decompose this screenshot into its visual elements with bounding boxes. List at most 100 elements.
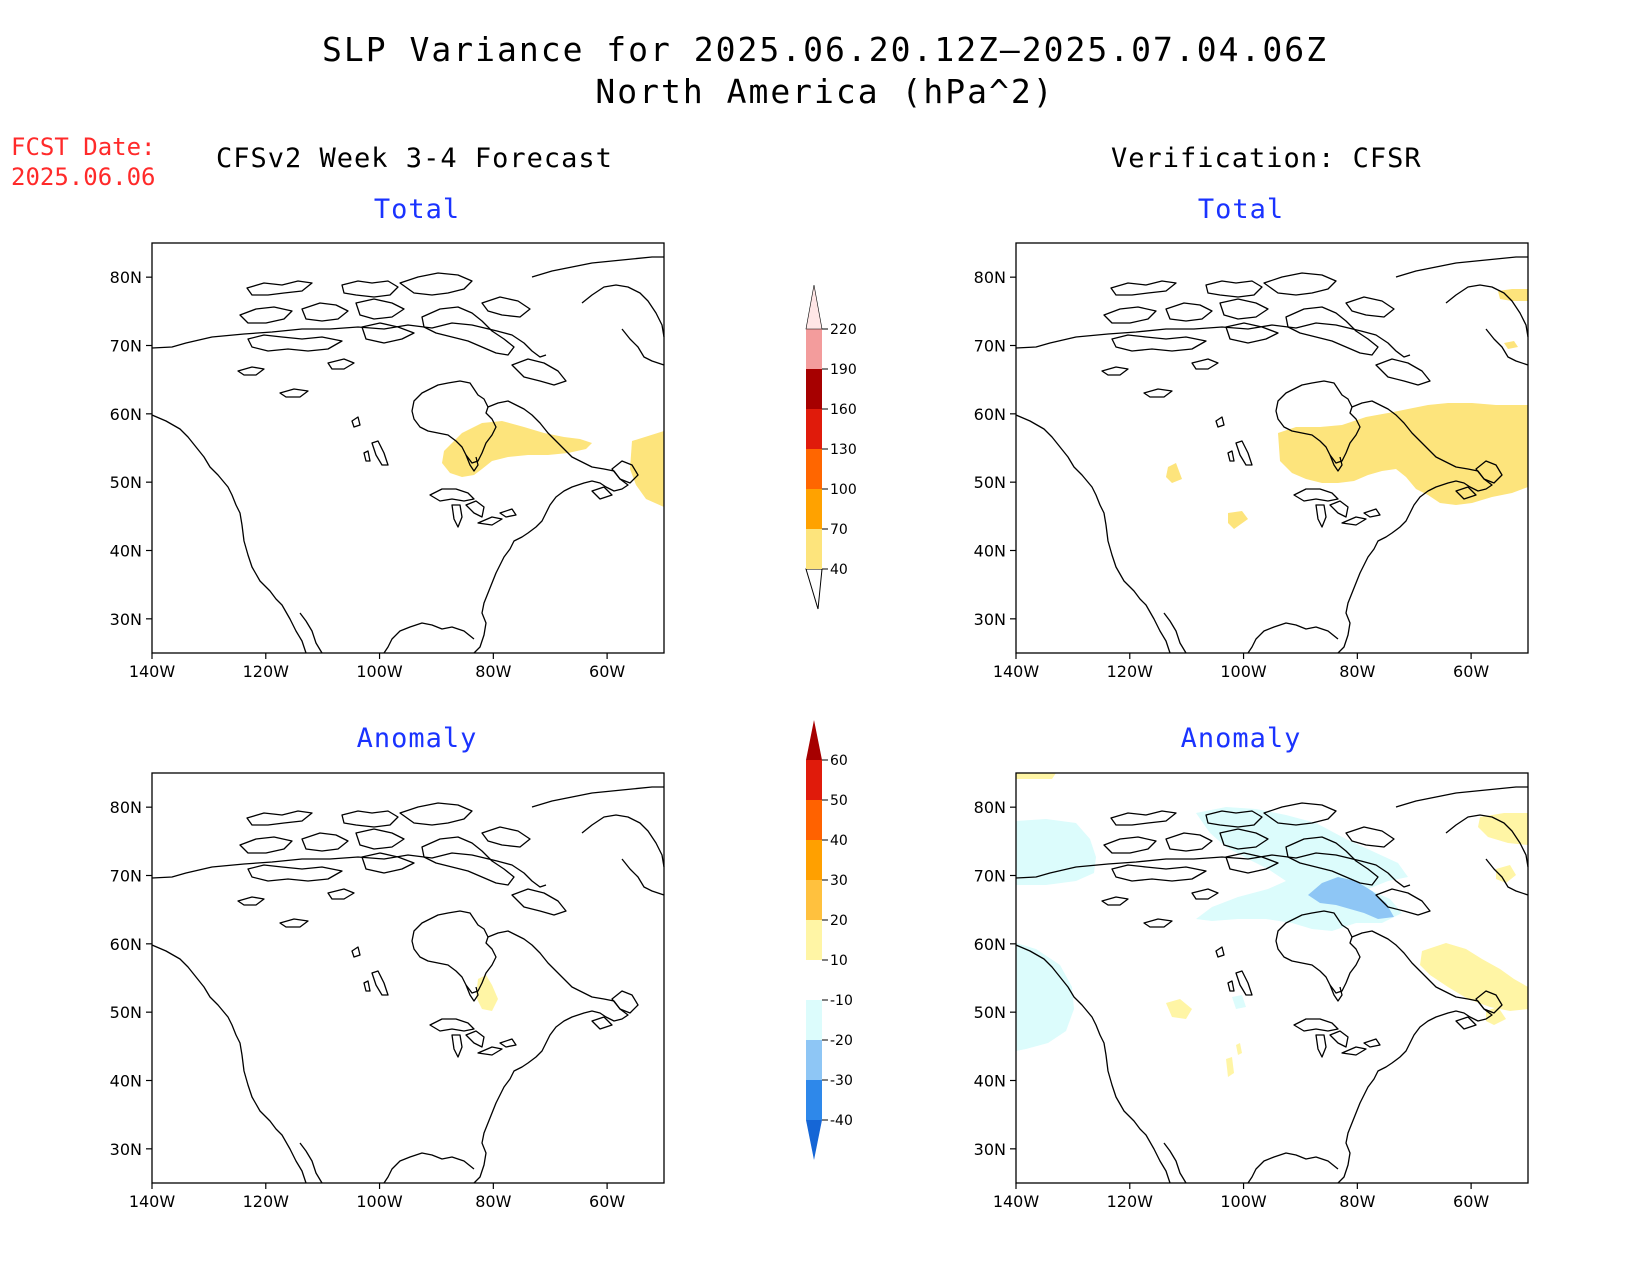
lat-tick-label: 50N	[974, 473, 1006, 492]
panel-title-verif-total: Total	[1197, 194, 1285, 225]
colorbar-anomaly-label: 30	[830, 873, 848, 889]
axes-fcst-total: 80N 70N 60N 50N 40N 30N 140W 120W 100W 80W 60W	[110, 268, 626, 681]
lat-tick-label: 40N	[974, 1072, 1006, 1091]
lon-tick-label: 140W	[129, 1192, 176, 1211]
lat-tick-label: 50N	[974, 1003, 1006, 1022]
lat-tick-label: 60N	[110, 935, 142, 954]
lat-tick-label: 30N	[110, 1140, 142, 1159]
colorbar-anomaly-label: 20	[830, 913, 848, 929]
fcst-anomaly-fill	[476, 975, 498, 1011]
colorbar-anomaly-swatch	[806, 880, 822, 920]
colorbar-total-label: 40	[830, 562, 848, 578]
colorbar-total-upper-end	[805, 284, 823, 330]
colorbar-total-label: 130	[830, 442, 857, 458]
colorbar-total-label: 100	[830, 482, 857, 498]
lon-tick-label: 140W	[993, 662, 1040, 681]
colorbar-anomaly-lower-end	[806, 1120, 822, 1160]
lat-tick-label: 40N	[110, 1072, 142, 1091]
lat-tick-label: 60N	[110, 405, 142, 424]
lon-tick-label: 120W	[243, 1192, 290, 1211]
lon-tick-label: 80W	[1339, 1192, 1375, 1211]
colorbar-anomaly-label: -20	[830, 1033, 853, 1049]
axes-fcst-anomaly: 80N 70N 60N 50N 40N 30N 140W 120W 100W 80W 60W	[110, 798, 626, 1211]
colorbar-total: 40 70 100 130 160 190 220	[805, 284, 857, 610]
verif-anomaly-neg20-fill	[1308, 877, 1394, 919]
lat-tick-label: 50N	[110, 1003, 142, 1022]
colorbar-total-label: 220	[830, 322, 857, 338]
colorbar-total-swatch	[806, 489, 822, 529]
lat-tick-label: 80N	[974, 798, 1006, 817]
panel-title-verif-anomaly: Anomaly	[1180, 723, 1302, 754]
lon-tick-label: 100W	[356, 1192, 403, 1211]
panel-title-fcst-total: Total	[373, 194, 461, 225]
lat-tick-label: 70N	[974, 867, 1006, 886]
lat-tick-label: 50N	[110, 473, 142, 492]
panel-verif-total	[1015, 242, 1529, 654]
lon-tick-label: 120W	[243, 662, 290, 681]
lat-tick-label: 70N	[974, 337, 1006, 356]
colorbar-total-lower-end	[805, 568, 823, 610]
lat-tick-label: 30N	[974, 610, 1006, 629]
panel-fcst-anomaly	[151, 772, 665, 1184]
lon-tick-label: 120W	[1107, 1192, 1154, 1211]
colorbar-anomaly-label: 10	[830, 953, 848, 969]
lat-tick-label: 70N	[110, 867, 142, 886]
lon-tick-label: 100W	[356, 662, 403, 681]
lon-tick-label: 60W	[589, 662, 625, 681]
colorbar-anomaly-swatch	[806, 960, 822, 1000]
colorbar-anomaly-label: -10	[830, 993, 853, 1009]
colorbar-anomaly-label: 60	[830, 753, 848, 769]
lat-tick-label: 60N	[974, 405, 1006, 424]
lon-tick-label: 80W	[1339, 662, 1375, 681]
lat-tick-label: 80N	[110, 268, 142, 287]
colorbar-total-label: 190	[830, 362, 857, 378]
lon-tick-label: 100W	[1220, 1192, 1267, 1211]
verif-anomaly-neg-fill	[1016, 807, 1408, 1051]
panel-title-fcst-anomaly: Anomaly	[356, 723, 478, 754]
lat-tick-label: 40N	[110, 542, 142, 561]
fcst-date-label: FCST Date:	[11, 133, 156, 161]
colorbar-total-swatch	[806, 449, 822, 489]
lon-tick-label: 140W	[129, 662, 176, 681]
lon-tick-label: 60W	[1453, 662, 1489, 681]
colorbar-anomaly-label: 40	[830, 833, 848, 849]
lon-tick-label: 120W	[1107, 662, 1154, 681]
page-subtitle: North America (hPa^2)	[595, 72, 1055, 111]
lon-tick-label: 60W	[1453, 1192, 1489, 1211]
lat-tick-label: 30N	[110, 610, 142, 629]
lon-tick-label: 140W	[993, 1192, 1040, 1211]
verif-total-fill	[1166, 289, 1528, 529]
colorbar-anomaly-label: -40	[830, 1113, 853, 1129]
colorbar-anomaly-swatch	[806, 840, 822, 880]
colorbar-anomaly-swatch	[806, 800, 822, 840]
panel-verif-anomaly	[1015, 772, 1529, 1184]
page-title: SLP Variance for 2025.06.20.12Z—2025.07.…	[322, 30, 1328, 69]
colorbar-anomaly-swatch	[806, 760, 822, 800]
colorbar-anomaly-swatch	[806, 1000, 822, 1040]
lon-tick-label: 100W	[1220, 662, 1267, 681]
colorbar-total-label: 70	[830, 522, 848, 538]
fcst-total-fill	[442, 421, 664, 507]
colorbar-anomaly-swatch	[806, 1080, 822, 1120]
verification-column-title: Verification: CFSR	[1111, 143, 1422, 174]
lat-tick-label: 30N	[974, 1140, 1006, 1159]
fcst-date-value: 2025.06.06	[11, 163, 156, 191]
lat-tick-label: 60N	[974, 935, 1006, 954]
colorbar-anomaly-swatch	[806, 1040, 822, 1080]
lat-tick-label: 70N	[110, 337, 142, 356]
lat-tick-label: 80N	[974, 268, 1006, 287]
lat-tick-label: 80N	[110, 798, 142, 817]
colorbar-total-swatch	[806, 329, 822, 369]
colorbar-total-swatch	[806, 409, 822, 449]
colorbar-total-label: 160	[830, 402, 857, 418]
colorbar-anomaly: -40 -30 -20 -10 10 20 30 40 50 60	[806, 720, 853, 1160]
colorbar-anomaly-swatch	[806, 920, 822, 960]
lon-tick-label: 80W	[475, 662, 511, 681]
colorbar-total-swatch	[806, 369, 822, 409]
colorbar-total-swatch	[806, 529, 822, 569]
lon-tick-label: 80W	[475, 1192, 511, 1211]
forecast-column-title: CFSv2 Week 3-4 Forecast	[216, 143, 613, 174]
colorbar-anomaly-label: -30	[830, 1073, 853, 1089]
axes-verif-total: 80N 70N 60N 50N 40N 30N 140W 120W 100W 80W 60W	[974, 268, 1490, 681]
